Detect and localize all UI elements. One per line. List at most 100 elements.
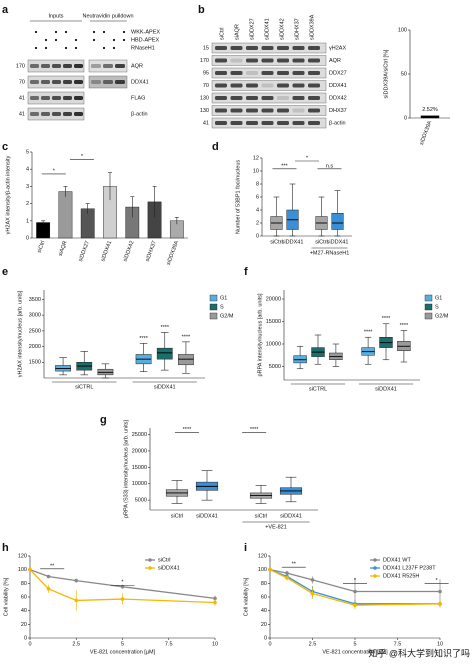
lane-label: siDHX37 <box>294 18 300 40</box>
legend-label: G1 <box>435 295 442 301</box>
band <box>74 112 83 116</box>
y-tick-label: 60 <box>21 594 27 600</box>
x-tick-label: siCTRL <box>309 386 327 392</box>
y-tick-label: 0 <box>26 235 29 241</box>
significance: **** <box>400 323 409 329</box>
bar <box>420 115 440 119</box>
x-tick-label: 10 <box>437 641 443 647</box>
y-tick-label: 25000 <box>132 432 147 438</box>
band <box>292 71 305 75</box>
significance: *** <box>281 163 288 169</box>
significance: **** <box>250 427 259 433</box>
y-tick-label: 12 <box>253 155 259 161</box>
band <box>63 80 72 84</box>
y-axis-label: γH2AX intensity/nucleus [arb. units] <box>17 290 23 377</box>
band <box>230 71 243 75</box>
y-tick-label: 15000 <box>266 319 281 325</box>
x-tick-label: 2.5 <box>309 641 317 647</box>
box-label: siDDX41 <box>196 513 218 519</box>
x-tick-label: 0 <box>268 641 271 647</box>
point <box>285 571 289 575</box>
mw-label: 130 <box>200 108 209 114</box>
x-tick-label: siDDX41 <box>375 386 397 392</box>
significance: * <box>121 580 124 586</box>
band <box>292 108 305 113</box>
significance: **** <box>364 330 373 336</box>
band <box>230 58 243 63</box>
condition-dot <box>44 38 48 42</box>
legend-label: S <box>435 304 439 310</box>
x-tick-label: 2.5 <box>72 641 80 647</box>
y-tick-label: 20 <box>21 622 27 628</box>
significance: **** <box>139 336 148 342</box>
band <box>292 46 305 50</box>
x-tick-label: 0 <box>28 641 31 647</box>
legend-label: siCtrl <box>158 557 171 563</box>
condition-dot <box>112 38 116 42</box>
x-tick-label: 7.5 <box>394 641 402 647</box>
band <box>215 58 227 63</box>
y-tick-label: 120 <box>258 553 267 559</box>
band <box>215 108 227 113</box>
band <box>41 80 50 84</box>
band <box>63 112 72 116</box>
condition-dot <box>122 30 126 34</box>
y-tick-label: 60 <box>261 594 267 600</box>
y-tick-label: 5000 <box>269 364 281 370</box>
blot <box>211 80 327 91</box>
value-label: 2.52% <box>422 107 438 113</box>
band <box>308 83 320 88</box>
band <box>30 64 39 68</box>
y-tick-label: 0 <box>264 635 267 641</box>
condition-dot <box>74 46 78 50</box>
condition-dot <box>34 46 38 50</box>
band <box>246 121 258 125</box>
y-tick-label: 80 <box>21 581 27 587</box>
band <box>261 83 274 88</box>
band <box>52 80 61 84</box>
band-label: DHX37 <box>329 108 347 114</box>
y-tick-label: 6 <box>256 194 259 200</box>
panel-letter: b <box>198 4 205 16</box>
significance: * <box>81 154 84 160</box>
lane-label: siCtrl <box>219 27 225 40</box>
legend-label: siDDX41 <box>158 565 180 571</box>
band <box>41 96 50 100</box>
box-label: siCtrl <box>255 513 268 519</box>
legend-label: S <box>220 304 224 310</box>
band <box>74 80 83 84</box>
panel-letter: c <box>2 141 8 153</box>
box <box>331 213 344 230</box>
significance: ** <box>50 563 55 569</box>
band <box>63 96 72 100</box>
lane-label: siDDX42 <box>279 18 285 40</box>
band-label: AQR <box>131 63 143 69</box>
band <box>308 58 320 63</box>
x-tick-label: 5 <box>353 641 356 647</box>
mw-label: 170 <box>16 63 25 69</box>
y-tick-label: 4 <box>256 207 259 213</box>
band <box>261 71 274 75</box>
x-tick-label: siDHX37 <box>145 240 158 262</box>
condition-dot <box>102 46 106 50</box>
condition-dot <box>92 38 96 42</box>
condition-dot <box>54 30 58 34</box>
band <box>246 108 258 113</box>
band <box>292 83 305 88</box>
condition-label: WKK-APEX <box>131 29 160 35</box>
band <box>246 83 258 88</box>
significance: **** <box>382 316 391 322</box>
x-tick-label: 5 <box>121 641 124 647</box>
legend-marker <box>373 574 377 578</box>
legend-label: G1 <box>220 295 227 301</box>
box-label: siCtrl <box>171 513 184 519</box>
y-tick-label: 100 <box>398 27 407 33</box>
significance: **** <box>182 334 191 340</box>
panel-letter: i <box>244 542 247 554</box>
point <box>310 578 315 582</box>
band <box>41 112 50 116</box>
legend-label: DDX41 L237F P238T <box>383 565 436 571</box>
significance: * <box>53 168 56 174</box>
legend-marker <box>148 558 152 562</box>
